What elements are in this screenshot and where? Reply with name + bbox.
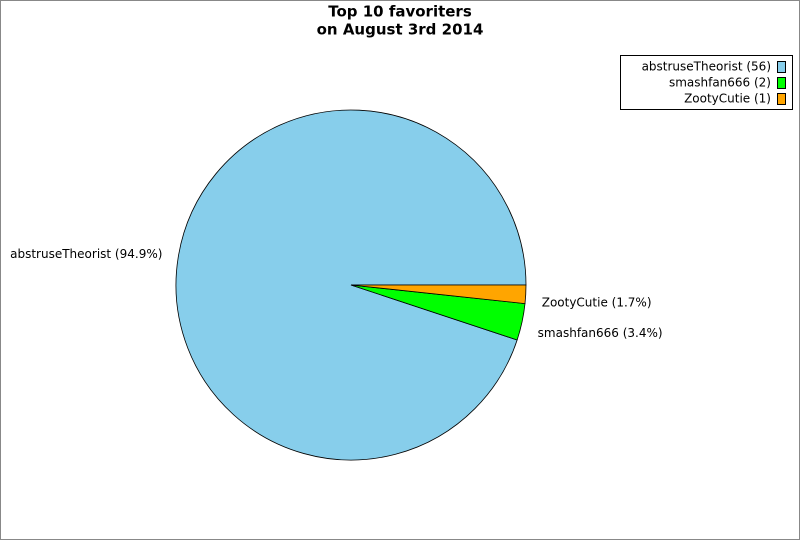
legend-label: ZootyCutie (1)	[684, 92, 771, 106]
legend-swatch	[777, 61, 786, 73]
legend-label: abstruseTheorist (56)	[642, 60, 771, 74]
legend-swatch	[777, 77, 786, 89]
legend-box	[620, 55, 793, 110]
slice-label: abstruseTheorist (94.9%)	[10, 247, 162, 261]
slice-label: smashfan666 (3.4%)	[538, 326, 663, 340]
pie-slice	[350, 284, 527, 305]
chart-title: Top 10 favoriters	[328, 3, 472, 21]
legend-swatch	[777, 93, 786, 105]
legend-label: smashfan666 (2)	[669, 76, 771, 90]
slice-label: ZootyCutie (1.7%)	[542, 296, 652, 310]
chart-subtitle: on August 3rd 2014	[317, 21, 484, 39]
